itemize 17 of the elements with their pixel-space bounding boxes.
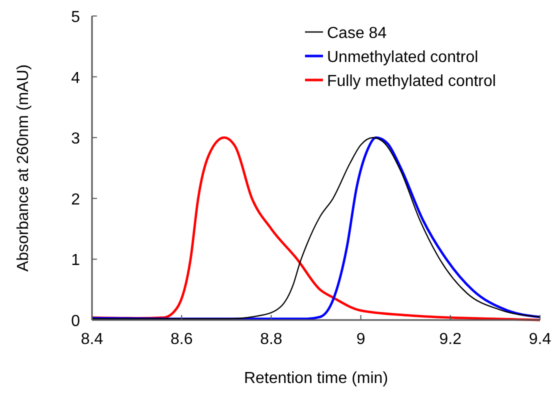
y-tick-label: 5 (71, 9, 80, 26)
x-tick-label: 8.8 (260, 331, 282, 348)
x-tick-label: 8.4 (80, 331, 104, 348)
x-tick-label: 9.2 (439, 331, 462, 348)
y-tick-label: 2 (71, 191, 80, 208)
y-axis-title: Absorbance at 260nm (mAU) (15, 64, 32, 272)
x-tick-label: 8.6 (170, 331, 193, 348)
legend-label: Unmethylated control (327, 49, 478, 66)
legend-label: Fully methylated control (327, 73, 496, 90)
x-tick-label: 9 (356, 331, 366, 348)
x-tick-label: 9.4 (528, 331, 552, 348)
y-tick-label: 3 (71, 130, 80, 148)
y-tick-label: 0 (71, 313, 80, 330)
y-tick-label: 4 (71, 70, 80, 87)
legend-label: Case 84 (327, 25, 387, 42)
x-axis-title: Retention time (min) (244, 370, 388, 387)
y-tick-label: 1 (71, 252, 80, 270)
